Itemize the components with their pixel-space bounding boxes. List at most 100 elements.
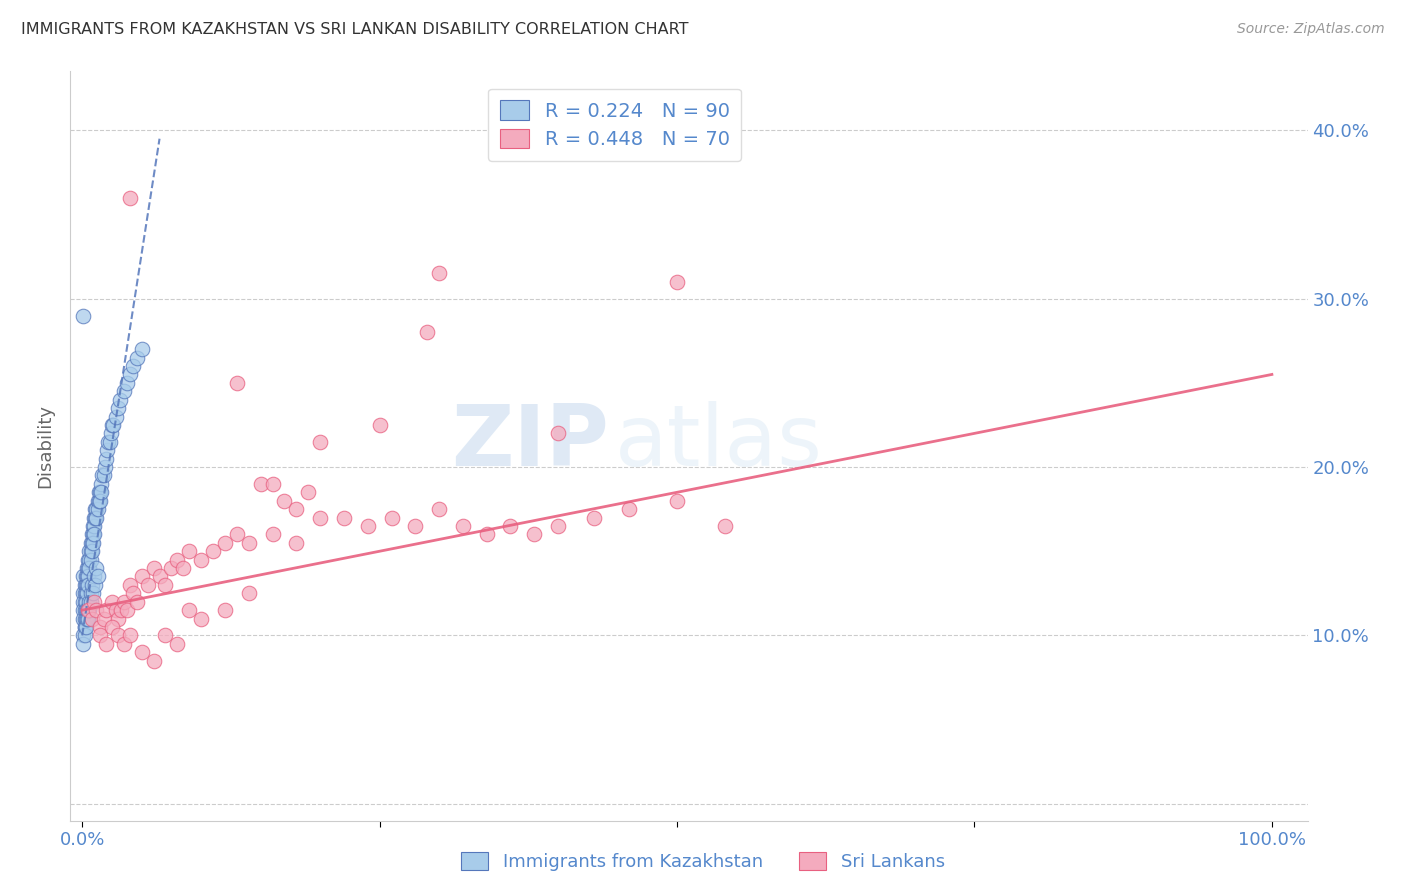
Point <box>713 519 735 533</box>
Point <box>148 569 170 583</box>
Text: ZIP: ZIP <box>451 401 609 483</box>
Point <box>131 342 153 356</box>
Point <box>523 527 546 541</box>
Point <box>619 502 641 516</box>
Point <box>107 401 129 416</box>
Point <box>96 443 118 458</box>
Point <box>82 586 104 600</box>
Point <box>89 620 111 634</box>
Point <box>86 502 108 516</box>
Point <box>80 527 103 541</box>
Point <box>82 519 104 533</box>
Point <box>93 468 115 483</box>
Point <box>80 578 103 592</box>
Point <box>190 611 212 625</box>
Point <box>368 417 391 432</box>
Point <box>80 544 103 558</box>
Point <box>76 561 98 575</box>
Point <box>160 561 183 575</box>
Point <box>79 603 101 617</box>
Point <box>86 510 108 524</box>
Point <box>101 417 124 432</box>
Point <box>84 510 107 524</box>
Point <box>427 502 450 516</box>
Point <box>73 620 96 634</box>
Point <box>273 493 295 508</box>
Point <box>101 417 124 432</box>
Point <box>90 476 112 491</box>
Point <box>297 485 319 500</box>
Point <box>87 493 110 508</box>
Point <box>77 611 100 625</box>
Point <box>166 552 188 566</box>
Point <box>122 586 145 600</box>
Point <box>86 569 108 583</box>
Point <box>73 586 96 600</box>
Point <box>142 561 165 575</box>
Point <box>262 476 284 491</box>
Point <box>94 460 117 475</box>
Point <box>87 485 110 500</box>
Point <box>72 628 94 642</box>
Point <box>72 637 94 651</box>
Point <box>75 586 97 600</box>
Point <box>666 275 689 289</box>
Point <box>285 536 308 550</box>
Point <box>76 578 98 592</box>
Point <box>75 611 97 625</box>
Point <box>380 510 402 524</box>
Point <box>73 628 96 642</box>
Point <box>80 611 103 625</box>
Point <box>110 392 132 407</box>
Point <box>84 502 107 516</box>
Point <box>83 510 105 524</box>
Point <box>83 569 105 583</box>
Point <box>118 578 141 592</box>
Point <box>93 611 115 625</box>
Point <box>77 603 100 617</box>
Point <box>131 645 153 659</box>
Point <box>72 611 94 625</box>
Point <box>97 434 120 449</box>
Point <box>238 586 260 600</box>
Point <box>666 493 689 508</box>
Point <box>83 595 105 609</box>
Point <box>214 536 236 550</box>
Point <box>112 637 135 651</box>
Point <box>77 552 100 566</box>
Point <box>86 502 108 516</box>
Point <box>79 561 101 575</box>
Point <box>73 603 96 617</box>
Point <box>86 493 108 508</box>
Point <box>77 578 100 592</box>
Point <box>83 527 105 541</box>
Text: atlas: atlas <box>614 401 823 483</box>
Point <box>76 611 98 625</box>
Point <box>73 611 96 625</box>
Point <box>309 510 332 524</box>
Point <box>179 603 201 617</box>
Point <box>451 519 474 533</box>
Point <box>76 569 98 583</box>
Point <box>79 544 101 558</box>
Point <box>83 519 105 533</box>
Point <box>285 502 308 516</box>
Point <box>79 595 101 609</box>
Point <box>110 603 132 617</box>
Point <box>179 544 201 558</box>
Point <box>262 527 284 541</box>
Point <box>112 595 135 609</box>
Point <box>72 309 94 323</box>
Point <box>79 536 101 550</box>
Point <box>72 569 94 583</box>
Point <box>86 603 108 617</box>
Point <box>582 510 605 524</box>
Point <box>72 595 94 609</box>
Point <box>118 368 141 382</box>
Point <box>122 359 145 373</box>
Point <box>80 536 103 550</box>
Point <box>100 426 122 441</box>
Point <box>166 637 188 651</box>
Legend: Immigrants from Kazakhstan, Sri Lankans: Immigrants from Kazakhstan, Sri Lankans <box>454 845 952 879</box>
Point <box>79 595 101 609</box>
